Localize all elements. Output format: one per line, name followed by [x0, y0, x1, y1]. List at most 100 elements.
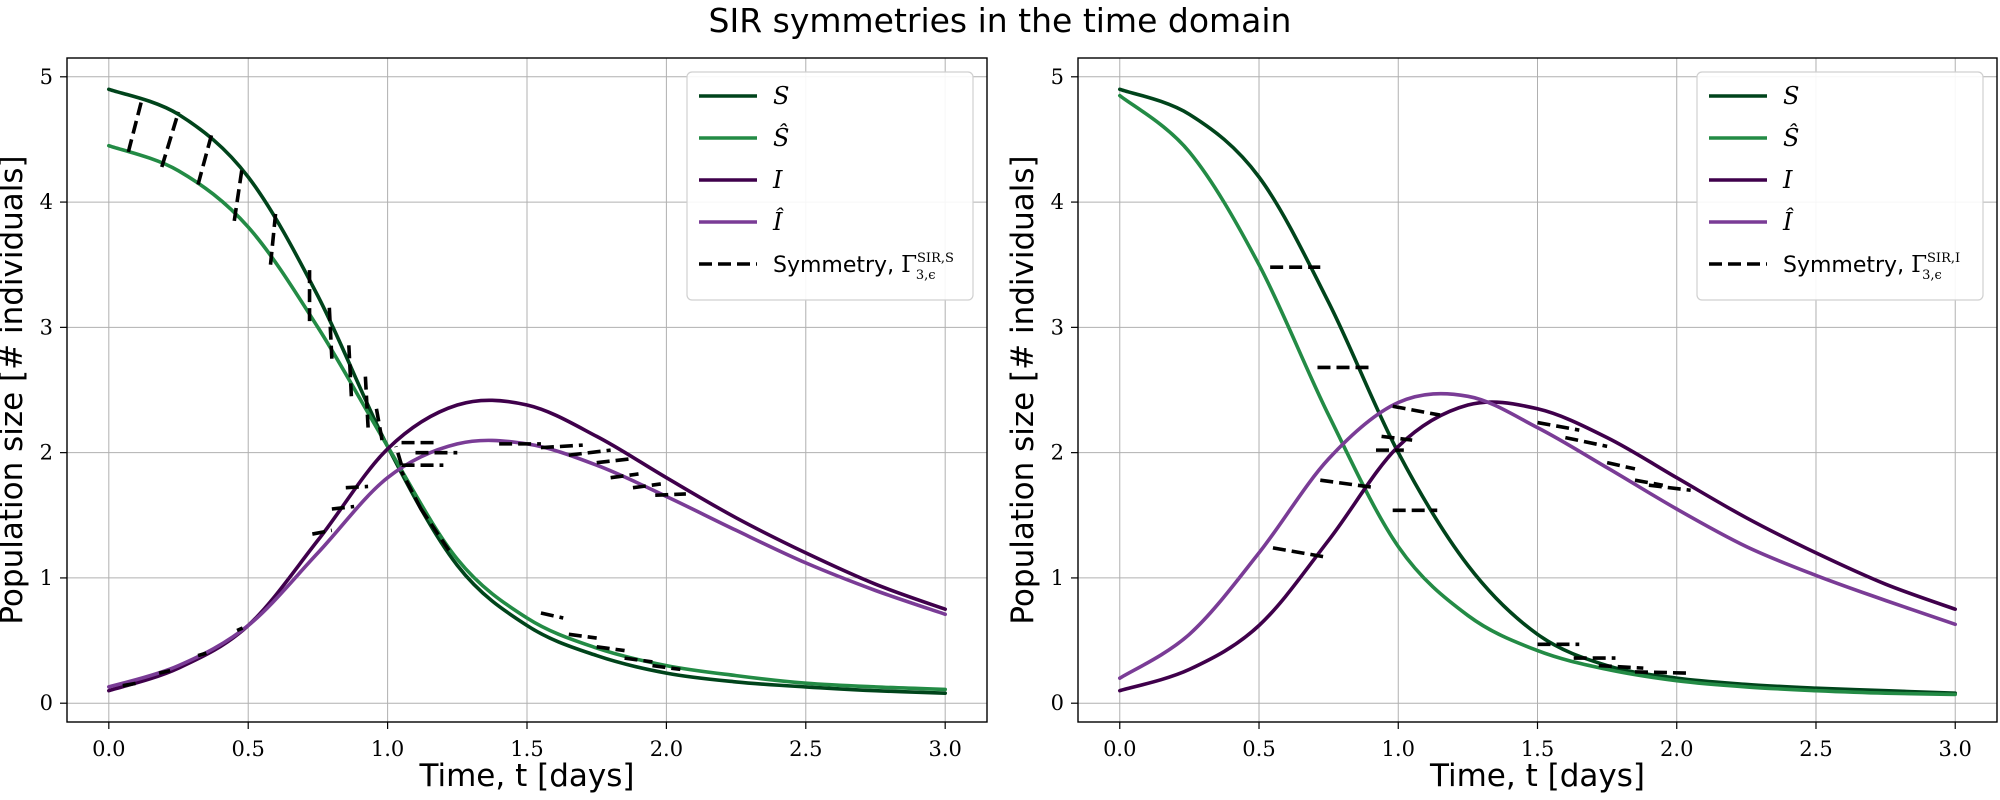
symmetry-segment: [624, 656, 653, 664]
symmetry-segment: [232, 164, 245, 222]
y-axis-label: Population size [# individuals]: [0, 155, 30, 624]
x-tick-label: 3.0: [928, 737, 961, 761]
legend-item: I: [699, 166, 783, 194]
legend-item: I: [1709, 166, 1793, 194]
symmetry-segment: [419, 508, 451, 552]
symmetry-segment: [399, 470, 423, 510]
symmetry-segment: [126, 97, 145, 153]
x-tick-label: 2.0: [1660, 737, 1693, 761]
legend-label: Î: [772, 207, 784, 236]
legend-item: S: [699, 82, 789, 110]
y-tick-label: 1: [1051, 566, 1064, 590]
y-tick-label: 2: [1051, 441, 1064, 465]
x-tick-label: 0.5: [232, 737, 265, 761]
symmetry-segment: [568, 448, 611, 457]
y-tick-label: 3: [40, 315, 53, 339]
x-tick-label: 1.0: [1382, 737, 1415, 761]
symmetry-segment: [1392, 404, 1441, 417]
series-line-s-hat: [107, 143, 947, 692]
symmetry-segment: [268, 208, 278, 265]
symmetry-segment: [596, 457, 631, 465]
symmetry-segment: [1634, 478, 1664, 487]
symmetry-segment: [345, 484, 369, 490]
symmetry-segment: [311, 528, 333, 536]
symmetry-segment: [1648, 483, 1691, 493]
symmetry-segment: [540, 611, 564, 620]
left-panel: 0.0 0.5 1.0 1.5 2.0 2.5 3.0 0 1 2 3 4 5 Time, t [days…: [0, 57, 988, 794]
symmetry-segment: [652, 663, 681, 672]
right-panel: 0.0 0.5 1.0 1.5 2.0 2.5 3.0 0 1 2 3 4 5 Time, t [days…: [1005, 57, 1998, 794]
symmetry-segment: [331, 504, 355, 511]
symmetry-segment: [374, 408, 384, 441]
plot-area: [1118, 87, 1957, 697]
legend-item-symmetry: Symmetry, ΓSIR,I 3,ϵ: [1709, 251, 1960, 283]
x-tick-label: 2.0: [650, 737, 683, 761]
legend-item: S: [1709, 82, 1799, 110]
symmetry-segment: [540, 443, 583, 450]
x-tick-label: 0.0: [92, 737, 125, 761]
symmetry-segment: [655, 492, 686, 498]
legend-label: Ŝ: [1783, 123, 1799, 152]
x-axis-label: Time, t [days]: [1429, 758, 1645, 794]
symmetry-segment: [363, 374, 370, 428]
symmetry-segment: [1606, 460, 1636, 471]
legend-label: Î: [1782, 207, 1794, 236]
x-tick-label: 1.5: [510, 737, 543, 761]
symmetry-segment: [1564, 435, 1608, 449]
legend-item: Ŝ: [1709, 123, 1799, 152]
x-tick-label: 2.5: [1799, 737, 1832, 761]
legend-label: S: [773, 82, 789, 110]
symmetry-segment: [610, 472, 639, 480]
y-tick-label: 1: [40, 566, 53, 590]
y-tick-label: 0: [40, 691, 53, 715]
legend-label: Ŝ: [773, 123, 789, 152]
symmetry-segment: [568, 632, 597, 640]
legend-box: [1696, 71, 1984, 301]
symmetry-segment: [596, 645, 625, 653]
series-line-s: [1118, 87, 1957, 695]
y-tick-label: 0: [1051, 691, 1064, 715]
symmetry-segment: [197, 651, 207, 658]
y-tick-label: 2: [40, 441, 53, 465]
legend-label: I: [772, 166, 783, 194]
x-axis-label: Time, t [days]: [419, 758, 635, 794]
x-tick-label: 1.0: [371, 737, 404, 761]
y-tick-label: 3: [1051, 315, 1064, 339]
symmetry-segment: [346, 339, 354, 397]
y-tick-label: 4: [1051, 190, 1064, 214]
series-line-i-hat: [107, 438, 947, 689]
series-line-s-hat: [1118, 93, 1957, 697]
symmetry-segment: [1381, 434, 1413, 442]
symmetry-segment: [160, 111, 181, 168]
symmetry-segment: [394, 445, 404, 466]
x-tick-label: 2.5: [789, 737, 822, 761]
legend-item: Ŝ: [699, 123, 789, 152]
x-tick-label: 1.5: [1521, 737, 1554, 761]
symmetry-segment: [632, 482, 662, 490]
x-tick-label: 0.5: [1242, 737, 1275, 761]
series-line-i-hat: [1118, 391, 1957, 680]
symmetry-segment: [196, 132, 214, 186]
legend-item: Î: [699, 207, 784, 236]
symmetry-segment: [1634, 670, 1691, 675]
x-tick-label: 3.0: [1939, 737, 1972, 761]
y-tick-label: 5: [1051, 65, 1064, 89]
symmetry-segment: [122, 681, 138, 688]
symmetry-segment: [1272, 546, 1324, 559]
plot-area: [107, 87, 947, 695]
y-tick-label: 5: [40, 65, 53, 89]
symmetry-segment: [158, 668, 171, 675]
symmetry-segment: [1598, 663, 1644, 670]
y-tick-label: 4: [40, 190, 53, 214]
figure-title: SIR symmetries in the time domain: [709, 1, 1292, 40]
legend-item: Î: [1709, 207, 1794, 236]
symmetry-segment: [1537, 420, 1580, 432]
legend-label: I: [1782, 166, 1793, 194]
series-line-i: [1118, 400, 1957, 693]
y-axis-label: Population size [# individuals]: [1005, 155, 1041, 624]
legend-label: S: [1783, 82, 1799, 110]
grid: [1078, 58, 1997, 722]
